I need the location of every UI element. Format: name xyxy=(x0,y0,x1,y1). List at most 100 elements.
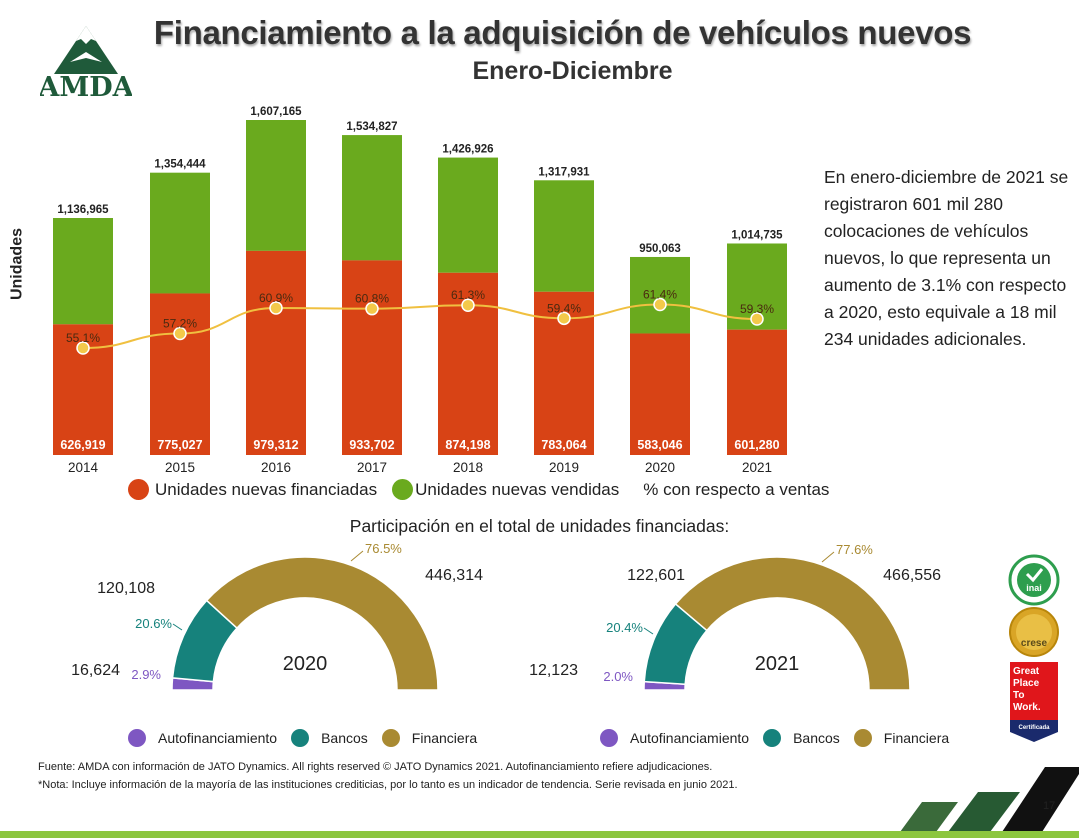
donut-2021-value-2: 466,556 xyxy=(883,567,941,584)
donut-2020-center-label: 2020 xyxy=(283,653,328,675)
percent-point-2021 xyxy=(750,312,764,326)
footer-note: *Nota: Incluye información de la mayoría… xyxy=(38,779,738,791)
donut-2020-percent-0: 2.9% xyxy=(131,667,161,682)
crese-text: crese xyxy=(1021,638,1048,649)
donut-2021-value-1: 122,601 xyxy=(627,567,685,584)
label-financed-2019: 783,064 xyxy=(541,438,586,452)
page-number: 17 xyxy=(1043,800,1056,812)
bar-sold-2019 xyxy=(534,180,594,292)
bar-financed-2020 xyxy=(630,333,690,455)
bar-sold-2015 xyxy=(150,172,210,294)
x-tick-2021: 2021 xyxy=(742,460,772,475)
label-sold-2014: 1,136,965 xyxy=(57,204,109,216)
legend-financiera-2020: Financiera xyxy=(381,729,478,747)
legend-auto-2020-label: Autofinanciamiento xyxy=(158,730,278,746)
percent-label-2021: 59.3% xyxy=(740,302,774,316)
bar-financed-2021 xyxy=(727,329,787,455)
donut-2020-value-0: 16,624 xyxy=(71,662,120,679)
bar-sold-2014 xyxy=(53,218,113,325)
crese-badge: crese xyxy=(1009,607,1059,657)
legend-auto-2021-label: Autofinanciamiento xyxy=(630,730,750,746)
label-sold-2016: 1,607,165 xyxy=(250,106,302,118)
legend-bancos-2020: Bancos xyxy=(291,729,368,747)
x-tick-2015: 2015 xyxy=(165,460,195,475)
legend-sold: Unidades nuevas vendidas xyxy=(392,479,619,500)
decorative-stripes xyxy=(900,767,1079,832)
percent-point-2020 xyxy=(653,297,667,312)
donut-2020-value-2: 446,314 xyxy=(425,567,483,584)
bar-sold-2020 xyxy=(630,256,690,334)
donut-2021-percent-1: 20.4% xyxy=(606,620,643,635)
amda-logo: AMDA xyxy=(40,26,132,100)
donut-2021-leader-fin xyxy=(821,551,835,563)
main-legend: Unidades nuevas financiadas Unidades nue… xyxy=(128,479,829,500)
semi-donut-charts: 2020 16,624 120,108 446,314 2.9% 20.6% 76.5% 20… xyxy=(71,541,941,691)
stacked-bar-chart: 1,136,965 626,919 2014 1,354,444 775,027 2015… xyxy=(53,106,787,475)
inai-text: inai xyxy=(1026,583,1042,593)
label-sold-2021: 1,014,735 xyxy=(731,229,783,241)
x-tick-2016: 2016 xyxy=(261,460,291,475)
bar-financed-2016 xyxy=(246,250,306,455)
label-financed-2017: 933,702 xyxy=(349,438,394,452)
legend-financiera-2021-label: Financiera xyxy=(883,730,950,746)
donut-legend-2021: Autofinanciamiento Bancos Financiera xyxy=(600,729,949,747)
bar-financed-2015 xyxy=(150,293,210,455)
legend-bancos-2021-label: Bancos xyxy=(793,730,840,746)
percent-label-2018: 61.3% xyxy=(451,288,485,302)
label-financed-2020: 583,046 xyxy=(637,438,682,452)
legend-bancos-2020-label: Bancos xyxy=(321,730,368,746)
donut-2021-value-0: 12,123 xyxy=(529,662,578,679)
page-subtitle: Enero-Diciembre xyxy=(472,57,673,85)
donut-2020-value-1: 120,108 xyxy=(97,580,155,597)
x-tick-2020: 2020 xyxy=(645,460,675,475)
label-sold-2015: 1,354,444 xyxy=(154,159,206,171)
legend-sold-label: Unidades nuevas vendidas xyxy=(415,479,620,499)
percent-point-2019 xyxy=(557,311,571,326)
legend-financed: Unidades nuevas financiadas xyxy=(128,479,377,500)
x-tick-2014: 2014 xyxy=(68,460,99,475)
legend-bancos-2021: Bancos xyxy=(763,729,840,747)
label-financed-2016: 979,312 xyxy=(253,438,298,452)
label-financed-2014: 626,919 xyxy=(60,438,105,452)
percent-label-2014: 55.1% xyxy=(66,331,100,345)
donut-2020-leader-bancos xyxy=(172,623,183,631)
percent-label-2015: 57.2% xyxy=(163,317,197,331)
donut-legend-2020: Autofinanciamiento Bancos Financiera xyxy=(128,729,477,747)
label-sold-2019: 1,317,931 xyxy=(538,166,590,178)
label-financed-2018: 874,198 xyxy=(445,438,490,452)
page-title: Financiamiento a la adquisición de vehíc… xyxy=(153,14,972,51)
donut-2021-percent-2: 77.6% xyxy=(836,542,873,557)
bar-sold-2016 xyxy=(246,120,306,251)
label-sold-2018: 1,426,926 xyxy=(442,144,493,156)
label-financed-2015: 775,027 xyxy=(157,438,202,452)
legend-auto-2020: Autofinanciamiento xyxy=(128,729,277,747)
gptw-cert: Certificada xyxy=(1018,725,1050,731)
percent-point-2017 xyxy=(365,301,379,316)
x-tick-2018: 2018 xyxy=(453,460,483,475)
bar-financed-2017 xyxy=(342,260,402,455)
legend-percent-label: % con respecto a ventas xyxy=(643,479,830,499)
donut-heading: Participación en el total de unidades fi… xyxy=(349,516,730,536)
donut-2021-percent-0: 2.0% xyxy=(603,669,633,684)
legend-percent: % con respecto a ventas xyxy=(643,480,829,500)
percent-label-2020: 61.4% xyxy=(643,288,677,302)
percent-point-2016 xyxy=(269,301,283,315)
percent-line xyxy=(82,303,758,349)
donut-2021-leader-bancos xyxy=(643,627,654,635)
donut-2021-center-label: 2021 xyxy=(755,653,800,675)
legend-financiera-2020-label: Financiera xyxy=(411,730,478,746)
gptw-line-4: Work. xyxy=(1013,702,1041,713)
percent-label-2019: 59.4% xyxy=(547,301,581,315)
bottom-bar xyxy=(0,831,1079,838)
donut-2020-slice-2 xyxy=(205,556,439,691)
percent-point-2018 xyxy=(461,298,475,312)
bar-sold-2018 xyxy=(438,157,498,273)
gptw-line-2: Place xyxy=(1013,678,1040,689)
label-financed-2021: 601,280 xyxy=(734,438,779,452)
donut-2020-leader-fin xyxy=(350,550,364,562)
donut-2021-slice-2 xyxy=(674,556,911,691)
label-sold-2017: 1,534,827 xyxy=(346,121,397,133)
footer-source: Fuente: AMDA con información de JATO Dyn… xyxy=(38,761,713,773)
gptw-line-3: To xyxy=(1013,690,1024,701)
bar-sold-2017 xyxy=(342,135,402,261)
